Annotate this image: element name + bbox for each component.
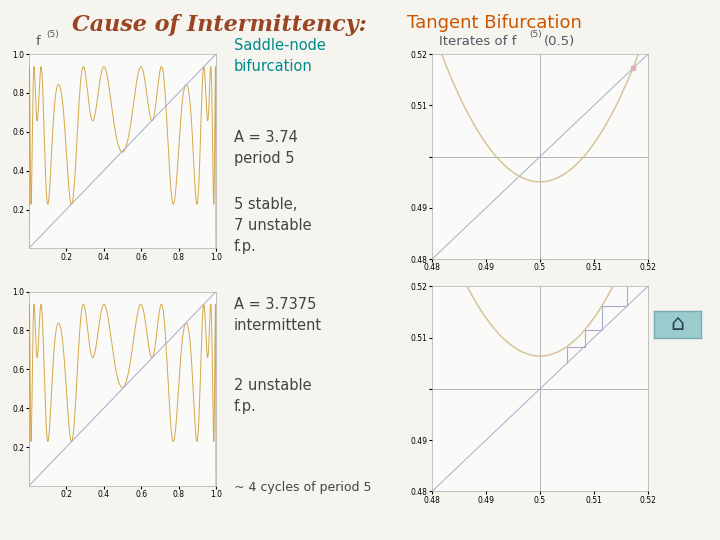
Text: A = 3.7375
intermittent: A = 3.7375 intermittent — [234, 297, 322, 333]
Text: A = 3.74
period 5: A = 3.74 period 5 — [234, 130, 298, 166]
Text: f: f — [36, 35, 41, 48]
Text: ~ 4 cycles of period 5: ~ 4 cycles of period 5 — [234, 481, 372, 494]
Text: (5): (5) — [529, 30, 542, 39]
Text: 5 stable,
7 unstable
f.p.: 5 stable, 7 unstable f.p. — [234, 197, 312, 254]
Text: Saddle-node
bifurcation: Saddle-node bifurcation — [234, 38, 326, 74]
Text: ⌂: ⌂ — [670, 314, 684, 334]
Text: 2 unstable
f.p.: 2 unstable f.p. — [234, 378, 312, 414]
Text: Cause of Intermittency:: Cause of Intermittency: — [72, 14, 374, 36]
Text: (0.5): (0.5) — [544, 35, 575, 48]
Text: (5): (5) — [46, 30, 59, 39]
Text: Tangent Bifurcation: Tangent Bifurcation — [407, 14, 582, 31]
Text: Iterates of f: Iterates of f — [439, 35, 516, 48]
